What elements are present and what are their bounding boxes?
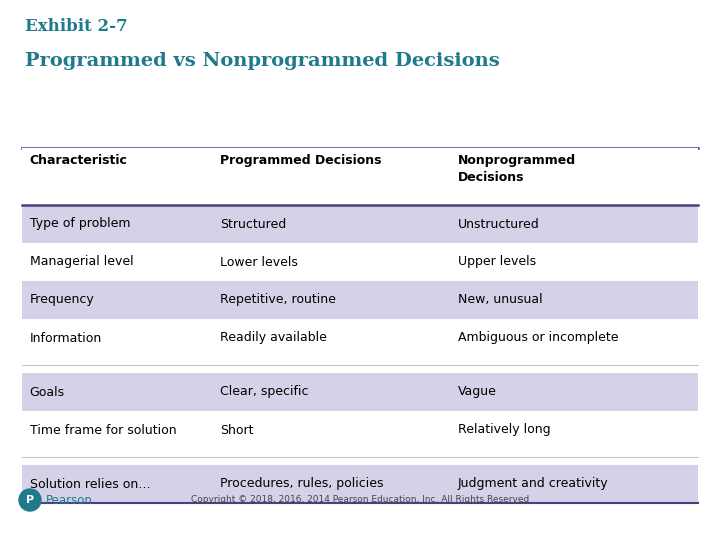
Text: Managerial level: Managerial level: [30, 255, 133, 268]
Text: Exhibit 2-7: Exhibit 2-7: [25, 18, 127, 35]
Text: Short: Short: [220, 423, 254, 436]
Text: Vague: Vague: [458, 386, 497, 399]
Text: Repetitive, routine: Repetitive, routine: [220, 294, 336, 307]
Text: Judgment and creativity: Judgment and creativity: [458, 477, 608, 490]
Text: Pearson: Pearson: [46, 494, 93, 507]
Text: Nonprogrammed
Decisions: Nonprogrammed Decisions: [458, 154, 576, 184]
Text: Characteristic: Characteristic: [30, 154, 127, 167]
Bar: [22, 411, 698, 449]
Text: Programmed Decisions: Programmed Decisions: [220, 154, 382, 167]
Text: Procedures, rules, policies: Procedures, rules, policies: [220, 477, 384, 490]
Text: Readily available: Readily available: [220, 332, 328, 345]
Text: Upper levels: Upper levels: [458, 255, 536, 268]
Bar: [22, 148, 698, 205]
Text: Structured: Structured: [220, 218, 287, 231]
Bar: [22, 319, 698, 357]
Circle shape: [19, 489, 41, 511]
Text: Frequency: Frequency: [30, 294, 94, 307]
Text: Time frame for solution: Time frame for solution: [30, 423, 176, 436]
Text: Unstructured: Unstructured: [458, 218, 540, 231]
Text: Information: Information: [30, 332, 102, 345]
Bar: [22, 465, 698, 503]
Text: Goals: Goals: [30, 386, 65, 399]
Text: Ambiguous or incomplete: Ambiguous or incomplete: [458, 332, 618, 345]
Text: Clear, specific: Clear, specific: [220, 386, 309, 399]
Text: New, unusual: New, unusual: [458, 294, 543, 307]
Text: Type of problem: Type of problem: [30, 218, 130, 231]
Text: P: P: [26, 495, 34, 505]
Text: Solution relies on…: Solution relies on…: [30, 477, 150, 490]
Bar: [22, 205, 698, 243]
Bar: [22, 243, 698, 281]
Text: Copyright © 2018, 2016, 2014 Pearson Education, Inc. All Rights Reserved: Copyright © 2018, 2016, 2014 Pearson Edu…: [191, 496, 529, 504]
Text: Relatively long: Relatively long: [458, 423, 551, 436]
Text: Lower levels: Lower levels: [220, 255, 298, 268]
Text: Programmed vs Nonprogrammed Decisions: Programmed vs Nonprogrammed Decisions: [25, 52, 500, 70]
Bar: [22, 281, 698, 319]
Bar: [22, 373, 698, 411]
